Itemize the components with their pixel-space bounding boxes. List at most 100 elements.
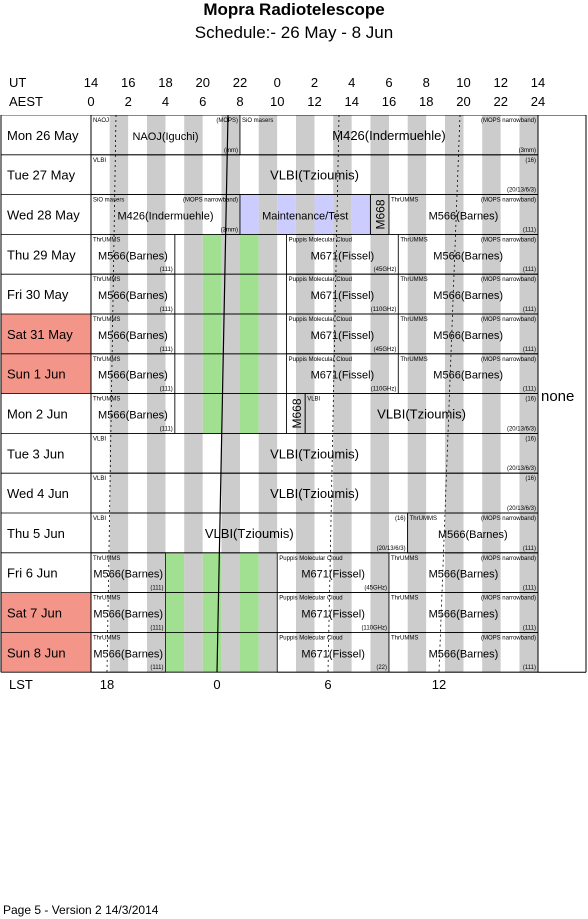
block-name: M671(Fissel) xyxy=(311,290,375,302)
block-label-topright: (16) xyxy=(525,397,536,403)
day-label: Sat 7 Jun xyxy=(7,606,62,621)
slot-background xyxy=(426,314,445,354)
slot-background xyxy=(277,154,296,195)
block-label-bottomright: (111) xyxy=(150,625,163,631)
block-label-bottomright: (110GHz) xyxy=(371,387,397,393)
unallocated-slot xyxy=(240,234,259,275)
slot-background xyxy=(500,433,520,474)
unallocated-slot xyxy=(202,632,222,673)
slot-background xyxy=(500,513,520,553)
block-name: M566(Barnes) xyxy=(433,370,503,382)
slot-background xyxy=(91,513,110,553)
block-name: M668 xyxy=(290,398,304,428)
block-label-topright: (MOPS narrowband) xyxy=(481,237,536,243)
slot-background xyxy=(128,194,147,235)
block-label-bottomright: (111) xyxy=(523,586,536,592)
unallocated-slot xyxy=(202,592,222,633)
slot-background xyxy=(426,552,445,593)
block-name: M566(Barnes) xyxy=(429,569,499,581)
unallocated-slot xyxy=(240,393,259,434)
block-label-topleft: ThrUMMS xyxy=(391,596,418,602)
block-name: M566(Barnes) xyxy=(429,211,499,223)
weekend-day-cell xyxy=(1,592,91,633)
slot-background xyxy=(314,552,334,593)
block-label-topleft: Puppis Molecular Cloud xyxy=(289,357,352,363)
slot-background xyxy=(165,274,175,314)
block-label-topleft: ThrUMMS xyxy=(410,516,437,522)
slot-background xyxy=(426,513,445,553)
block-label-bottomright: (111) xyxy=(160,387,173,393)
block-name: M566(Barnes) xyxy=(98,410,168,422)
block-label-topright: (MOPS narrowband) xyxy=(183,198,238,204)
block-name: M671(Fissel) xyxy=(301,648,365,660)
block-label-topleft: VLBI xyxy=(307,397,320,403)
slot-background xyxy=(426,234,445,275)
slot-background xyxy=(240,115,259,155)
slot-background xyxy=(351,194,371,235)
slot-background xyxy=(91,194,110,235)
block-label-topleft: VLBI xyxy=(93,516,106,522)
block-name: VLBI(Tzioumis) xyxy=(270,446,359,461)
slot-background xyxy=(165,433,185,474)
slot-background xyxy=(389,274,399,314)
slot-background xyxy=(240,473,259,513)
aest-tick-label: 2 xyxy=(124,94,132,109)
slot-background xyxy=(165,314,175,354)
block-label-topleft: ThrUMMS xyxy=(93,397,120,403)
slot-background xyxy=(463,274,483,314)
slot-background xyxy=(277,115,296,155)
block-label-topright: (MOPS narrowband) xyxy=(481,556,536,562)
slot-background xyxy=(314,632,334,673)
slot-background xyxy=(128,552,147,593)
weekend-day-cell xyxy=(1,632,91,673)
block-label-topright: (16) xyxy=(395,516,406,522)
slot-background xyxy=(277,513,296,553)
block-label-topright: (MOPS narrowband) xyxy=(481,596,536,602)
block-name: M668 xyxy=(374,199,388,229)
ut-tick-label: 0 xyxy=(273,75,281,90)
slot-background xyxy=(128,154,147,195)
slot-background xyxy=(91,632,110,673)
slot-background xyxy=(500,194,520,235)
aest-tick-label: 10 xyxy=(270,94,285,109)
block-name: M566(Barnes) xyxy=(93,569,163,581)
unallocated-slot xyxy=(165,552,185,593)
block-label-bottomright: (mm) xyxy=(224,148,238,154)
slot-background xyxy=(463,194,483,235)
slot-background xyxy=(500,115,520,155)
slot-background xyxy=(314,274,334,314)
slot-background xyxy=(351,552,371,593)
slot-background xyxy=(128,314,147,354)
slot-background xyxy=(463,234,483,275)
block-label-topright: (MOPS narrowband) xyxy=(481,118,536,124)
ut-tick-label: 4 xyxy=(348,75,356,90)
block-label-topleft: ThrUMMS xyxy=(391,635,418,641)
block-name: M426(Indermuehle) xyxy=(332,128,445,143)
block-label-topleft: SiO masers xyxy=(242,118,273,124)
slot-background xyxy=(500,274,520,314)
slot-background xyxy=(165,115,185,155)
block-label-topleft: Puppis Molecular Cloud xyxy=(279,556,342,562)
slot-background xyxy=(351,513,371,553)
day-label: Mon 26 May xyxy=(7,128,79,143)
day-label: Mon 2 Jun xyxy=(7,407,68,422)
slot-background xyxy=(398,234,408,275)
ut-axis-label: UT xyxy=(9,75,27,90)
aest-tick-label: 24 xyxy=(530,94,546,109)
slot-background xyxy=(500,154,520,195)
slot-background xyxy=(240,513,259,553)
slot-background xyxy=(277,433,296,474)
slot-background xyxy=(91,592,110,633)
aest-tick-label: 18 xyxy=(419,94,434,109)
day-label: Wed 28 May xyxy=(7,208,80,223)
slot-background xyxy=(463,154,483,195)
slot-background xyxy=(463,433,483,474)
slot-background xyxy=(202,115,222,155)
slot-background xyxy=(91,314,110,354)
block-label-topright: (16) xyxy=(525,476,536,482)
block-name: M566(Barnes) xyxy=(429,648,499,660)
unallocated-slot xyxy=(202,353,222,394)
slot-background xyxy=(202,154,222,195)
slot-background xyxy=(398,353,408,394)
ut-tick-label: 8 xyxy=(422,75,430,90)
